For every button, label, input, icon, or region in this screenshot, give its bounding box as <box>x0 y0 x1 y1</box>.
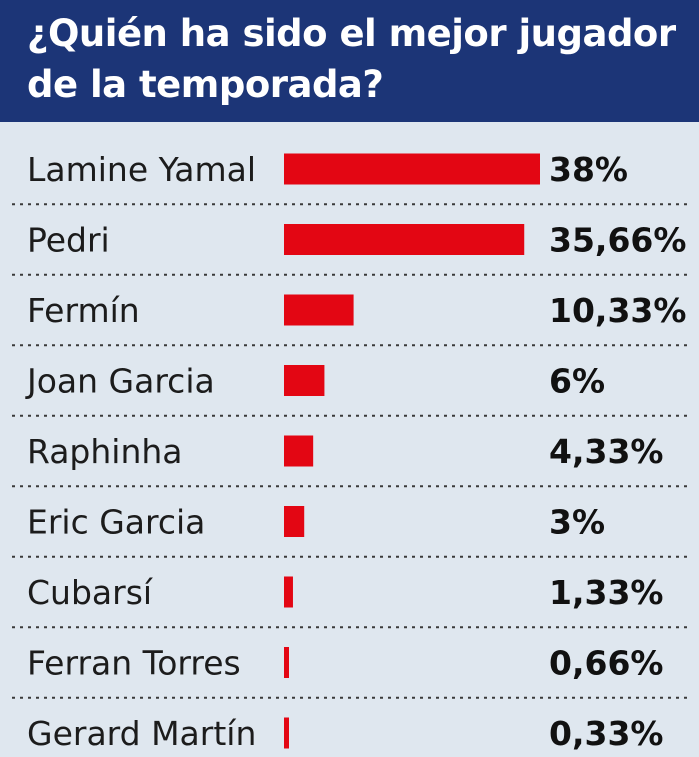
value-label-gerard-martin: 0,33% <box>549 714 664 753</box>
category-label-eric-garcia: Eric Garcia <box>27 503 205 542</box>
category-label-pedri: Pedri <box>27 221 110 260</box>
title-line-1: ¿Quién ha sido el mejor jugador <box>27 12 676 55</box>
value-label-lamine-yamal: 38% <box>549 150 628 189</box>
value-label-joan-garcia: 6% <box>549 362 605 401</box>
category-label-fermin: Fermín <box>27 291 140 330</box>
bar-gerard-martin <box>284 717 289 749</box>
bar-chart-svg: Lamine Yamal 38% Pedri 35,66% Fermín 10,33% Jo… <box>12 150 690 753</box>
value-label-eric-garcia: 3% <box>549 503 605 542</box>
bar-chart: Lamine Yamal 38% Pedri 35,66% Fermín 10,33% Jo… <box>0 122 699 757</box>
category-label-raphinha: Raphinha <box>27 432 183 471</box>
value-label-cubarsi: 1,33% <box>549 573 664 612</box>
category-label-cubarsi: Cubarsí <box>27 573 154 612</box>
category-label-ferran-torres: Ferran Torres <box>27 644 241 683</box>
value-label-pedri: 35,66% <box>549 221 686 260</box>
chart-header: ¿Quién ha sido el mejor jugador de la te… <box>0 0 699 122</box>
bar-lamine-yamal <box>284 153 540 185</box>
value-label-raphinha: 4,33% <box>549 432 664 471</box>
category-label-joan-garcia: Joan Garcia <box>25 362 215 401</box>
value-label-fermin: 10,33% <box>549 291 686 330</box>
category-label-gerard-martin: Gerard Martín <box>27 714 256 753</box>
chart-title: ¿Quién ha sido el mejor jugador de la te… <box>27 8 687 110</box>
bar-cubarsi <box>284 576 293 608</box>
value-label-ferran-torres: 0,66% <box>549 644 664 683</box>
bar-pedri <box>284 224 525 255</box>
bar-fermin <box>284 294 354 326</box>
title-line-2: de la temporada? <box>27 63 384 106</box>
bar-eric-garcia <box>284 506 305 537</box>
category-label-lamine-yamal: Lamine Yamal <box>27 150 256 189</box>
bar-joan-garcia <box>284 365 325 396</box>
bar-ferran-torres <box>284 647 289 678</box>
bar-raphinha <box>284 435 314 467</box>
